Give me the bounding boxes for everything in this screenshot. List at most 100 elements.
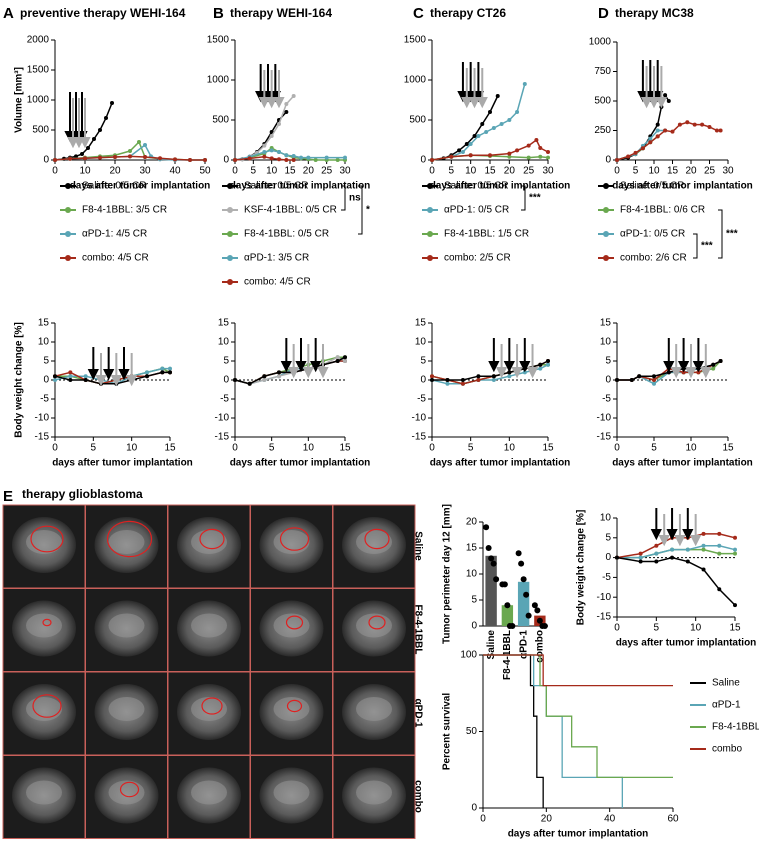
x-tick-label: 0	[614, 443, 620, 454]
y-tick-label: -10	[597, 413, 612, 424]
x-tick-label: 30	[542, 166, 554, 177]
legend-marker	[227, 255, 233, 261]
significance-label: ***	[529, 193, 541, 204]
data-point	[262, 143, 267, 148]
data-point	[247, 381, 252, 386]
data-point	[53, 374, 57, 379]
x-axis-label: days after tumor implantation	[70, 181, 211, 192]
data-point	[718, 359, 723, 363]
data-point	[615, 158, 619, 162]
treatment-arrow	[476, 68, 488, 109]
treatment-arrow	[640, 66, 653, 109]
data-point	[491, 126, 496, 130]
data-point	[733, 603, 737, 608]
data-point	[711, 362, 716, 367]
data-point	[681, 370, 686, 375]
data-point	[652, 381, 656, 386]
data-point	[670, 547, 675, 552]
data-point	[685, 120, 690, 125]
data-point	[262, 374, 267, 379]
significance-bracket	[521, 185, 526, 211]
x-tick-label: 20	[109, 166, 121, 177]
data-point	[655, 128, 660, 133]
data-point	[491, 374, 496, 379]
data-point	[269, 134, 274, 138]
data-point	[526, 155, 531, 160]
panel-letter: A	[3, 5, 14, 22]
data-point	[654, 551, 659, 556]
brain-core	[26, 780, 62, 805]
treatment-arrow	[472, 62, 485, 103]
data-point	[655, 122, 660, 127]
row-label: Saline	[412, 531, 423, 561]
data-point	[343, 155, 347, 160]
treatment-arrow	[677, 338, 690, 373]
data-point	[536, 617, 543, 624]
treatment-arrow	[644, 60, 656, 103]
data-point	[522, 370, 527, 375]
y-tick-label: -15	[597, 612, 612, 623]
data-point	[203, 158, 207, 162]
data-point	[145, 370, 149, 375]
data-point	[534, 138, 539, 142]
data-point	[53, 378, 57, 382]
significance-label: ns	[349, 193, 361, 204]
treatment-arrow	[126, 353, 138, 387]
data-point	[324, 155, 329, 160]
x-tick-label: 10	[465, 166, 477, 177]
x-tick-label: 40	[169, 166, 181, 177]
y-tick-label: -15	[215, 432, 230, 443]
y-tick-label: 1000	[404, 75, 427, 86]
data-point	[291, 94, 296, 98]
series-line	[616, 556, 736, 606]
treatment-arrow	[648, 66, 660, 109]
legend-marker	[65, 231, 71, 237]
treatment-arrow	[258, 70, 270, 109]
legend-marker	[603, 207, 609, 213]
data-point	[233, 158, 237, 162]
mri-grid: Saline F8-4-1BBL αPD-1 combo	[2, 504, 423, 839]
data-point	[83, 156, 87, 161]
data-point	[188, 158, 192, 162]
x-tick-label: 40	[604, 814, 616, 825]
data-point	[291, 154, 296, 158]
legend-marker	[227, 279, 233, 285]
data-point	[483, 524, 490, 531]
data-point	[291, 158, 296, 162]
panel-letter: B	[213, 5, 224, 22]
x-tick-label: 5	[269, 443, 275, 454]
legend-label: combo	[712, 744, 742, 755]
x-axis-label: days after tumor implantation	[612, 181, 753, 192]
treatment-arrow	[700, 344, 712, 379]
x-tick-label: αPD-1	[518, 630, 529, 659]
data-point	[652, 378, 656, 382]
x-tick-label: Saline	[486, 630, 497, 660]
legend-label: combo: 2/5 CR	[444, 253, 511, 264]
data-point	[145, 374, 149, 379]
y-tick-label: 0	[43, 375, 49, 386]
x-tick-label: 0	[232, 166, 238, 177]
tumor-outline	[30, 525, 64, 553]
x-tick-label: 10	[648, 166, 660, 177]
legend-label: Saline: 0/5 CR	[444, 181, 508, 192]
x-tick-label: 0	[52, 443, 58, 454]
treatment-arrow	[73, 98, 85, 149]
treatment-arrow	[110, 353, 122, 387]
data-point	[493, 576, 500, 583]
x-tick-label: 0	[614, 166, 620, 177]
data-point	[670, 555, 675, 560]
data-point	[104, 116, 108, 120]
legend-label: combo: 2/6 CR	[620, 253, 687, 264]
legend-label: Saline: 0/5 CR	[244, 181, 308, 192]
data-point	[284, 110, 289, 114]
legend-label: combo: 4/5 CR	[82, 253, 149, 264]
legend-label: F8-4-1BBL: 3/5 CR	[82, 205, 167, 216]
legend-label: F8-4-1BBL: 1/5 CR	[444, 229, 529, 240]
y-tick-label: 500	[594, 96, 611, 107]
data-point	[538, 154, 543, 159]
y-tick-label: 10	[415, 337, 427, 348]
data-point	[460, 378, 465, 382]
data-point	[515, 550, 522, 557]
brain-core	[356, 780, 392, 805]
y-tick-label: 20	[466, 517, 478, 528]
